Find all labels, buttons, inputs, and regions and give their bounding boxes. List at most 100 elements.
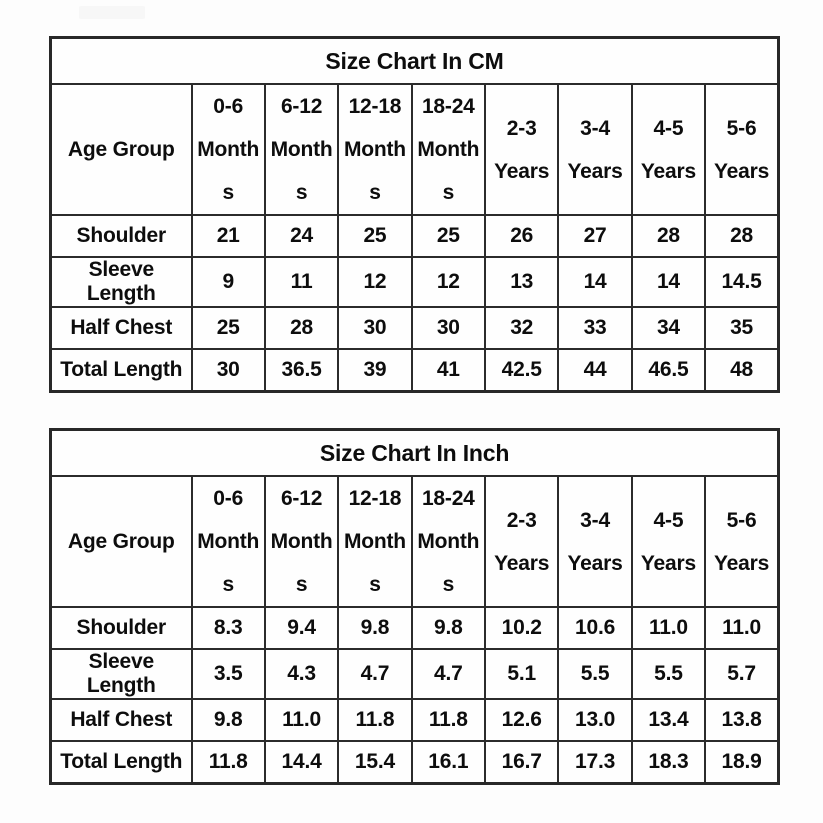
table-cell: 17.3: [557, 740, 633, 785]
table-cell: 9.8: [337, 606, 413, 650]
table-cell: 5.5: [630, 648, 707, 700]
table-cell: 5.5: [557, 648, 633, 700]
table-cell: 13.4: [630, 698, 707, 742]
table-title-row: Size Chart In CM: [49, 36, 780, 85]
table-cell: 26: [483, 214, 560, 258]
row-label-half-chest: Half Chest: [49, 698, 193, 742]
table-cell: 42.5: [483, 348, 560, 393]
column-header-18-24-months: 18-24 Month s: [410, 475, 487, 608]
table-cell: 39: [337, 348, 413, 393]
table-cell: 24: [263, 214, 340, 258]
table-cell: 13.0: [557, 698, 633, 742]
column-header-4-5-years: 4-5 Years: [630, 475, 707, 608]
table-cell: 18.9: [704, 740, 780, 785]
table-cell: 25: [190, 306, 266, 350]
column-header-12-18-months: 12-18 Month s: [337, 83, 413, 216]
table-row-sleeve-length: Sleeve Length 9 11 12 12 13 14 14 14.5: [49, 256, 780, 308]
table-title-cm: Size Chart In CM: [49, 36, 780, 85]
table-cell: 9.8: [410, 606, 487, 650]
table-cell: 18.3: [630, 740, 707, 785]
table-cell: 10.6: [557, 606, 633, 650]
column-header-age-group: Age Group: [49, 83, 193, 216]
table-cell: 44: [557, 348, 633, 393]
table-cell: 4.7: [337, 648, 413, 700]
table-row-half-chest: Half Chest 9.8 11.0 11.8 11.8 12.6 13.0 …: [49, 698, 780, 742]
row-label-shoulder: Shoulder: [49, 214, 193, 258]
table-header-row: Age Group 0-6 Month s 6-12 Month s 12-18…: [49, 83, 780, 216]
table-cell: 16.7: [483, 740, 560, 785]
table-cell: 11.8: [410, 698, 487, 742]
row-label-total-length: Total Length: [49, 348, 193, 393]
table-row-half-chest: Half Chest 25 28 30 30 32 33 34 35: [49, 306, 780, 350]
table-row-total-length: Total Length 11.8 14.4 15.4 16.1 16.7 17…: [49, 740, 780, 785]
table-cell: 30: [190, 348, 266, 393]
table-cell: 33: [557, 306, 633, 350]
table-cell: 28: [263, 306, 340, 350]
table-title-inch: Size Chart In Inch: [49, 428, 780, 477]
table-cell: 46.5: [630, 348, 707, 393]
table-cell: 36.5: [263, 348, 340, 393]
table-cell: 28: [704, 214, 780, 258]
row-label-shoulder: Shoulder: [49, 606, 193, 650]
table-title-row: Size Chart In Inch: [49, 428, 780, 477]
table-cell: 34: [630, 306, 707, 350]
table-cell: 5.1: [483, 648, 560, 700]
row-label-sleeve-length: Sleeve Length: [49, 648, 193, 700]
table-cell: 21: [190, 214, 266, 258]
table-row-sleeve-length: Sleeve Length 3.5 4.3 4.7 4.7 5.1 5.5 5.…: [49, 648, 780, 700]
table-cell: 3.5: [190, 648, 266, 700]
column-header-6-12-months: 6-12 Month s: [263, 83, 340, 216]
column-header-0-6-months: 0-6 Month s: [190, 83, 266, 216]
row-label-total-length: Total Length: [49, 740, 193, 785]
table-cell: 8.3: [190, 606, 266, 650]
table-cell: 28: [630, 214, 707, 258]
row-label-sleeve-length: Sleeve Length: [49, 256, 193, 308]
column-header-4-5-years: 4-5 Years: [630, 83, 707, 216]
row-label-half-chest: Half Chest: [49, 306, 193, 350]
table-cell: 11: [263, 256, 340, 308]
column-header-5-6-years: 5-6 Years: [704, 83, 780, 216]
table-cell: 14: [557, 256, 633, 308]
table-cell: 9: [190, 256, 266, 308]
column-header-2-3-years: 2-3 Years: [483, 475, 560, 608]
table-cell: 30: [410, 306, 487, 350]
table-cell: 15.4: [337, 740, 413, 785]
table-cell: 9.4: [263, 606, 340, 650]
table-cell: 32: [483, 306, 560, 350]
column-header-3-4-years: 3-4 Years: [557, 83, 633, 216]
size-chart-cm-table: Size Chart In CM Age Group 0-6 Month s 6…: [49, 36, 780, 393]
column-header-5-6-years: 5-6 Years: [704, 475, 780, 608]
column-header-6-12-months: 6-12 Month s: [263, 475, 340, 608]
table-cell: 9.8: [190, 698, 266, 742]
table-cell: 13: [483, 256, 560, 308]
table-cell: 14: [630, 256, 707, 308]
table-cell: 11.8: [190, 740, 266, 785]
column-header-2-3-years: 2-3 Years: [483, 83, 560, 216]
table-cell: 4.3: [263, 648, 340, 700]
column-header-18-24-months: 18-24 Month s: [410, 83, 487, 216]
size-chart-inch-table: Size Chart In Inch Age Group 0-6 Month s…: [49, 428, 780, 785]
table-cell: 13.8: [704, 698, 780, 742]
table-cell: 41: [410, 348, 487, 393]
table-cell: 14.5: [704, 256, 780, 308]
faded-watermark: [79, 6, 145, 19]
table-cell: 16.1: [410, 740, 487, 785]
table-cell: 4.7: [410, 648, 487, 700]
column-header-3-4-years: 3-4 Years: [557, 475, 633, 608]
table-cell: 11.0: [630, 606, 707, 650]
table-cell: 5.7: [704, 648, 780, 700]
table-cell: 25: [410, 214, 487, 258]
table-cell: 14.4: [263, 740, 340, 785]
column-header-12-18-months: 12-18 Month s: [337, 475, 413, 608]
table-row-total-length: Total Length 30 36.5 39 41 42.5 44 46.5 …: [49, 348, 780, 393]
table-cell: 12: [337, 256, 413, 308]
column-header-0-6-months: 0-6 Month s: [190, 475, 266, 608]
table-header-row: Age Group 0-6 Month s 6-12 Month s 12-18…: [49, 475, 780, 608]
table-row-shoulder: Shoulder 21 24 25 25 26 27 28 28: [49, 214, 780, 258]
table-cell: 12: [410, 256, 487, 308]
table-cell: 25: [337, 214, 413, 258]
table-row-shoulder: Shoulder 8.3 9.4 9.8 9.8 10.2 10.6 11.0 …: [49, 606, 780, 650]
table-cell: 11.0: [263, 698, 340, 742]
table-cell: 12.6: [483, 698, 560, 742]
